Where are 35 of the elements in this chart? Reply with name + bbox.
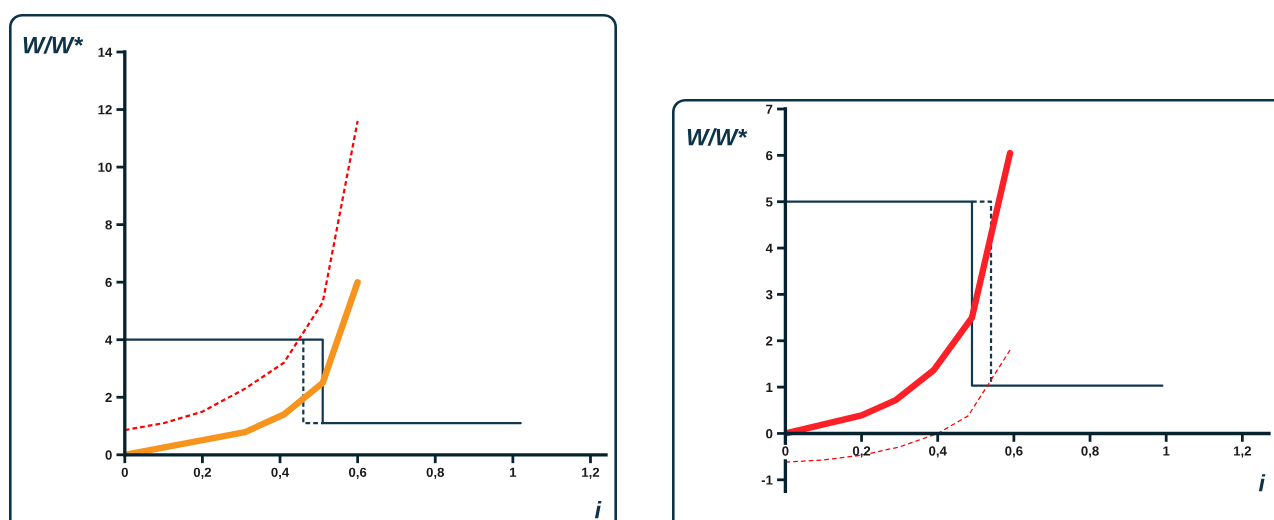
- y-tick-label: 0: [766, 429, 773, 439]
- x-tick-label: 0,8: [1081, 446, 1099, 458]
- y-axis-title: W/W*: [687, 128, 748, 146]
- x-tick-label: 0,4: [929, 446, 947, 458]
- y-axis-title: W/W*: [23, 36, 84, 54]
- y-tick-label: -1: [761, 475, 773, 485]
- x-tick-label: 0,8: [426, 467, 445, 479]
- y-tick-label: 14: [98, 47, 113, 57]
- y-tick-label: 3: [765, 289, 773, 300]
- x-tick-label: 0,4: [271, 467, 290, 479]
- x-tick-label: 0,2: [193, 467, 212, 479]
- y-tick-label: 8: [105, 220, 112, 230]
- y-tick-label: 5: [765, 197, 773, 207]
- y-tick-label: 2: [105, 392, 112, 403]
- x-tick-label: 0: [121, 467, 128, 477]
- y-tick-label: 4: [765, 243, 773, 253]
- y-tick-label: 2: [766, 336, 773, 346]
- x-tick-label: 0,6: [1005, 446, 1023, 458]
- x-tick-label: 0,6: [348, 467, 367, 479]
- y-tick-label: 7: [766, 104, 773, 114]
- x-tick-label: 1,2: [582, 467, 600, 479]
- y-tick-label: 4: [105, 335, 113, 345]
- x-tick-label: 1: [510, 467, 517, 477]
- y-tick-label: 6: [766, 150, 773, 161]
- y-tick-label: 6: [105, 277, 112, 288]
- x-tick-label: 0: [782, 446, 789, 456]
- x-tick-label: 1: [1163, 446, 1170, 456]
- x-axis-title: i: [594, 501, 602, 519]
- y-tick-label: 12: [98, 105, 112, 115]
- line-series: [124, 119, 359, 432]
- y-tick-label: 1: [766, 382, 773, 392]
- x-tick-label: 1,2: [1234, 446, 1251, 458]
- y-tick-label: 10: [98, 162, 112, 172]
- x-tick-label: 0,2: [852, 446, 871, 458]
- x-axis-title: i: [1258, 474, 1266, 492]
